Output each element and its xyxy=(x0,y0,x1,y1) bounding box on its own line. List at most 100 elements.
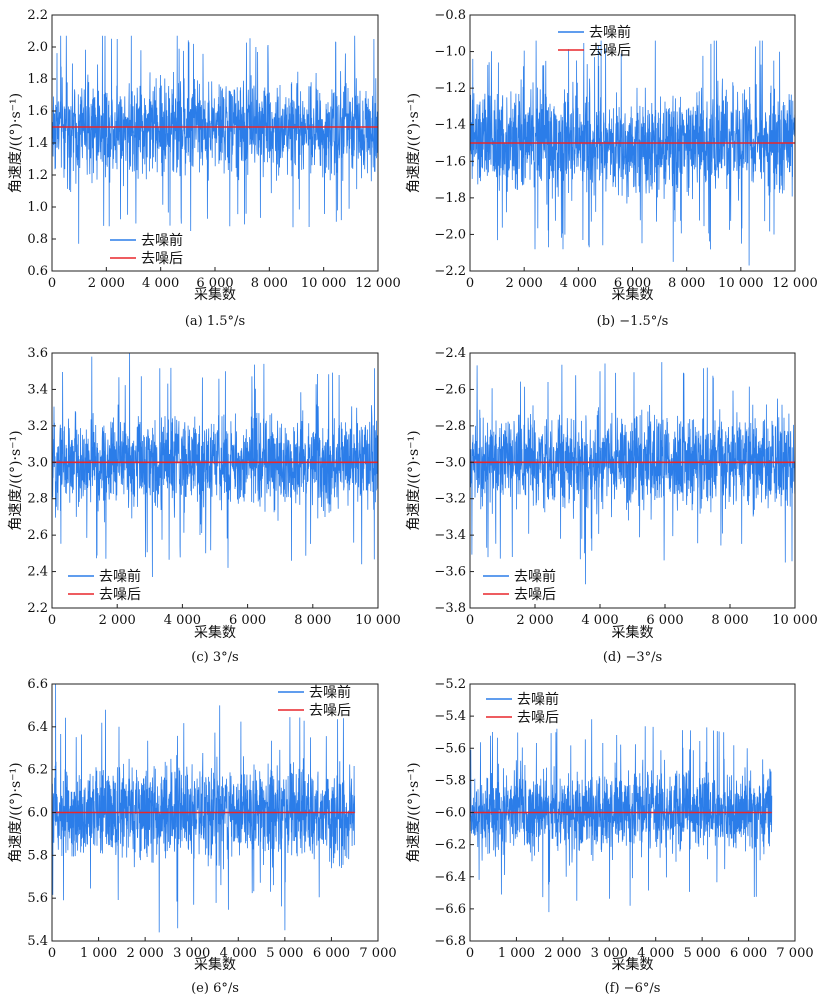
series-raw-line xyxy=(52,353,378,578)
x-axis-label: 采集数 xyxy=(194,624,236,641)
y-tick-label: −2.0 xyxy=(434,227,466,242)
y-tick-label: −5.6 xyxy=(434,741,466,756)
y-tick-label: −1.6 xyxy=(434,154,466,169)
y-tick-label: 6.2 xyxy=(27,763,48,778)
y-tick-label: 0.8 xyxy=(27,232,48,247)
legend-entry: 去噪后 xyxy=(589,43,631,59)
x-axis-label: 采集数 xyxy=(612,624,654,641)
y-tick-label: −6.6 xyxy=(434,902,466,917)
panel-caption: (d) −3°/s xyxy=(603,650,662,665)
y-tick-label: 3.4 xyxy=(27,382,48,397)
y-tick-label: −1.0 xyxy=(434,45,466,60)
legend-entry: 去噪前 xyxy=(309,684,351,701)
x-tick-label: 2 000 xyxy=(544,946,581,961)
y-axis-label: 角速度/((°)·s⁻¹) xyxy=(8,762,24,862)
x-tick-label: 4 000 xyxy=(164,613,201,628)
x-tick-label: 6 000 xyxy=(614,276,651,291)
x-tick-label: 0 xyxy=(48,946,56,961)
series-raw-line xyxy=(52,684,356,933)
x-tick-label: 8 000 xyxy=(668,276,705,291)
legend-entry: 去噪后 xyxy=(141,251,183,267)
x-tick-label: 7 000 xyxy=(359,946,396,961)
x-tick-label: 3 000 xyxy=(173,946,210,961)
panel-caption: (f) −6°/s xyxy=(605,981,661,996)
x-tick-label: 6 000 xyxy=(229,613,266,628)
y-tick-label: −1.4 xyxy=(434,118,466,133)
y-tick-label: −2.8 xyxy=(434,419,466,434)
axes-frame xyxy=(469,352,796,609)
axes-frame xyxy=(51,352,379,609)
x-tick-label: 4 000 xyxy=(637,946,674,961)
x-tick-label: 4 000 xyxy=(581,613,618,628)
y-tick-label: −5.8 xyxy=(434,773,466,788)
x-tick-label: 5 000 xyxy=(684,946,721,961)
x-tick-label: 10 000 xyxy=(301,276,347,291)
x-tick-label: 0 xyxy=(48,613,56,628)
y-tick-label: 5.6 xyxy=(27,891,48,906)
y-tick-label: −5.4 xyxy=(434,709,466,724)
y-tick-label: 1.0 xyxy=(27,200,48,215)
x-tick-label: 6 000 xyxy=(646,613,683,628)
legend-entry: 去噪后 xyxy=(517,710,559,726)
x-tick-label: 8 000 xyxy=(251,276,288,291)
x-tick-label: 10 000 xyxy=(772,613,817,628)
legend-entry: 去噪前 xyxy=(589,24,631,41)
y-axis-label: 角速度/((°)·s⁻¹) xyxy=(406,430,422,530)
chart-panel: 0 1 000 2 000 3 000 4 000 5 000 6 000 7 000 −6.8… xyxy=(406,677,814,996)
x-tick-label: 0 xyxy=(466,946,474,961)
x-tick-label: 4 000 xyxy=(142,276,179,291)
x-tick-label: 3 000 xyxy=(591,946,628,961)
x-tick-label: 6 000 xyxy=(196,276,233,291)
panel-caption: (a) 1.5°/s xyxy=(185,314,245,329)
y-tick-label: 6.4 xyxy=(27,720,48,735)
legend-entry: 去噪后 xyxy=(514,587,556,603)
panel-caption: (e) 6°/s xyxy=(191,981,239,996)
y-tick-label: −3.8 xyxy=(434,601,466,616)
x-tick-label: 5 000 xyxy=(266,946,303,961)
panel-caption: (b) −1.5°/s xyxy=(597,314,669,329)
y-tick-label: 3.6 xyxy=(27,346,48,361)
y-tick-label: 5.8 xyxy=(27,848,48,863)
x-tick-label: 12 000 xyxy=(355,276,401,291)
y-tick-label: 2.2 xyxy=(27,8,48,23)
y-tick-label: −6.2 xyxy=(434,838,466,853)
chart-panel: 0 2 000 4 000 6 000 8 000 10 000 12 000 −2.2 −2.… xyxy=(406,8,817,329)
x-tick-label: 0 xyxy=(48,276,56,291)
y-tick-label: 1.4 xyxy=(27,136,48,151)
y-tick-label: −3.0 xyxy=(434,455,466,470)
x-tick-label: 2 000 xyxy=(506,276,543,291)
y-tick-label: 2.4 xyxy=(27,565,48,580)
chart-panel: 0 2 000 4 000 6 000 8 000 10 000 2.2 2.4 2.6 2.8 3… xyxy=(8,346,401,665)
y-axis-label: 角速度/((°)·s⁻¹) xyxy=(406,762,422,862)
y-tick-label: 2.2 xyxy=(27,601,48,616)
series-raw-line xyxy=(470,719,773,913)
x-tick-label: 12 000 xyxy=(772,276,817,291)
x-tick-label: 1 000 xyxy=(80,946,117,961)
y-tick-label: 2.8 xyxy=(27,492,48,507)
y-axis-label: 角速度/((°)·s⁻¹) xyxy=(8,93,24,193)
x-tick-label: 7 000 xyxy=(776,946,813,961)
x-axis-label: 采集数 xyxy=(612,956,654,973)
x-tick-label: 8 000 xyxy=(294,613,331,628)
y-tick-label: 2.0 xyxy=(27,40,48,55)
y-tick-label: −1.2 xyxy=(434,81,466,96)
y-tick-label: 0.6 xyxy=(27,264,48,279)
y-tick-label: 3.2 xyxy=(27,419,48,434)
legend-entry: 去噪前 xyxy=(141,232,183,249)
x-tick-label: 0 xyxy=(466,276,474,291)
legend-entry: 去噪后 xyxy=(309,703,351,719)
legend-entry: 去噪前 xyxy=(514,568,556,585)
series-raw-line xyxy=(52,35,378,244)
x-tick-label: 10 000 xyxy=(355,613,401,628)
x-tick-label: 2 000 xyxy=(99,613,136,628)
x-tick-label: 6 000 xyxy=(730,946,767,961)
x-tick-label: 0 xyxy=(466,613,474,628)
x-tick-label: 6 000 xyxy=(313,946,350,961)
y-tick-label: −6.4 xyxy=(434,870,466,885)
y-tick-label: −6.8 xyxy=(434,934,466,949)
y-tick-label: 1.8 xyxy=(27,72,48,87)
